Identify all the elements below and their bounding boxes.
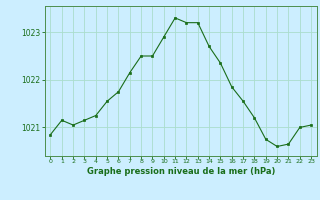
X-axis label: Graphe pression niveau de la mer (hPa): Graphe pression niveau de la mer (hPa) — [87, 167, 275, 176]
